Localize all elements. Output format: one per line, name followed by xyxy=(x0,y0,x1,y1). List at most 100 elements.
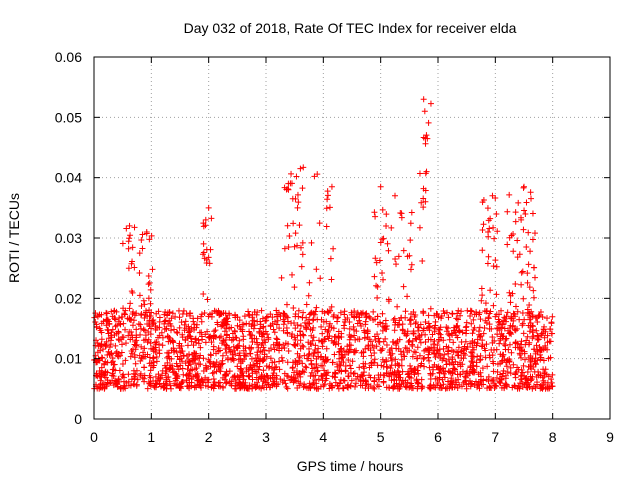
data-point xyxy=(173,328,180,335)
data-point xyxy=(371,356,378,363)
data-point xyxy=(133,326,140,333)
data-point xyxy=(236,352,243,359)
data-point xyxy=(514,384,521,391)
data-point xyxy=(488,346,495,353)
data-point xyxy=(240,321,247,328)
data-point xyxy=(257,318,264,325)
data-point xyxy=(342,367,349,374)
data-point xyxy=(257,348,264,355)
data-point xyxy=(307,340,314,347)
data-point xyxy=(166,378,173,385)
data-point xyxy=(373,282,380,289)
data-point xyxy=(537,308,544,315)
data-point xyxy=(322,377,329,384)
data-point xyxy=(299,314,306,321)
data-point xyxy=(230,357,237,364)
data-point xyxy=(506,289,513,296)
data-point xyxy=(512,209,519,216)
data-point xyxy=(172,313,179,320)
data-point xyxy=(394,367,401,374)
data-point xyxy=(107,379,114,386)
data-point xyxy=(120,305,127,312)
data-point xyxy=(205,356,212,363)
data-point xyxy=(245,311,252,318)
data-point xyxy=(276,366,283,373)
data-point xyxy=(340,347,347,354)
data-point xyxy=(362,318,369,325)
data-point xyxy=(147,325,154,332)
data-point xyxy=(498,307,505,314)
data-point xyxy=(443,324,450,331)
data-point xyxy=(453,332,460,339)
data-point xyxy=(479,247,486,254)
data-point xyxy=(123,225,130,232)
data-point xyxy=(427,385,434,392)
data-point xyxy=(425,119,432,126)
data-point xyxy=(444,309,451,316)
data-point xyxy=(314,349,321,356)
data-point xyxy=(406,337,413,344)
data-point xyxy=(549,313,556,320)
data-point xyxy=(278,274,285,281)
data-point xyxy=(427,336,434,343)
data-point xyxy=(147,286,154,293)
data-point xyxy=(538,330,545,337)
data-point xyxy=(420,195,427,202)
data-point xyxy=(464,368,471,375)
data-point xyxy=(456,359,463,366)
data-point xyxy=(521,316,528,323)
data-point xyxy=(502,315,509,322)
data-point xyxy=(300,164,307,171)
data-point xyxy=(236,317,243,324)
data-point xyxy=(162,308,169,315)
data-point xyxy=(420,204,427,211)
data-point xyxy=(504,368,511,375)
data-point xyxy=(274,336,281,343)
data-point xyxy=(403,332,410,339)
data-point xyxy=(249,317,256,324)
data-point xyxy=(547,326,554,333)
data-point xyxy=(210,343,217,350)
data-point xyxy=(217,368,224,375)
data-point xyxy=(422,140,429,147)
data-point xyxy=(324,369,331,376)
data-point xyxy=(538,347,545,354)
data-point xyxy=(489,358,496,365)
data-point xyxy=(454,371,461,378)
data-point xyxy=(201,310,208,317)
data-point xyxy=(319,362,326,369)
data-point xyxy=(282,340,289,347)
data-point xyxy=(520,330,527,337)
data-point xyxy=(299,331,306,338)
data-point xyxy=(159,342,166,349)
data-point xyxy=(192,336,199,343)
data-point xyxy=(179,358,186,365)
data-point xyxy=(182,318,189,325)
data-point xyxy=(184,342,191,349)
data-point xyxy=(111,315,118,322)
data-point xyxy=(202,362,209,369)
data-point xyxy=(148,232,155,239)
data-point xyxy=(418,199,425,206)
data-point xyxy=(231,327,238,334)
y-tick-label: 0.06 xyxy=(55,49,82,65)
data-point xyxy=(254,341,261,348)
data-point xyxy=(295,199,302,206)
data-point xyxy=(168,355,175,362)
data-point xyxy=(155,308,162,315)
data-point xyxy=(285,348,292,355)
data-point xyxy=(340,377,347,384)
data-point xyxy=(519,268,526,275)
data-point xyxy=(103,310,110,317)
data-point xyxy=(501,325,508,332)
data-point xyxy=(164,359,171,366)
data-point xyxy=(504,241,511,248)
data-point xyxy=(283,301,290,308)
data-point xyxy=(445,314,452,321)
data-point xyxy=(97,347,104,354)
data-point xyxy=(340,359,347,366)
data-point xyxy=(185,371,192,378)
data-point xyxy=(510,361,517,368)
data-point xyxy=(388,377,395,384)
data-point xyxy=(253,357,260,364)
